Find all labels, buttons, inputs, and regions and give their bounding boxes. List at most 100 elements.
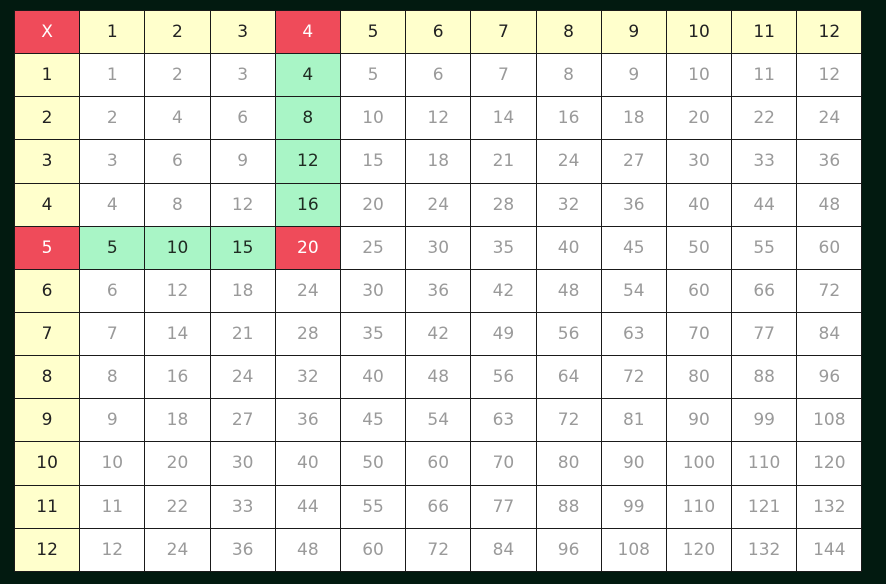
column-header-4[interactable]: 4	[274, 9, 341, 55]
table-cell-5x4[interactable]: 20	[274, 225, 341, 270]
table-cell-1x9[interactable]: 9	[600, 53, 667, 98]
table-cell-1x7[interactable]: 7	[470, 53, 537, 98]
table-cell-5x3[interactable]: 15	[209, 225, 276, 270]
table-cell-7x3[interactable]: 21	[209, 311, 276, 357]
table-cell-6x5[interactable]: 30	[339, 268, 407, 313]
table-cell-6x10[interactable]: 60	[665, 268, 733, 313]
table-cell-10x11[interactable]: 110	[731, 441, 798, 486]
table-cell-5x1[interactable]: 5	[79, 225, 146, 270]
column-header-3[interactable]: 3	[209, 9, 276, 55]
table-cell-1x12[interactable]: 12	[796, 53, 863, 98]
table-cell-9x3[interactable]: 27	[209, 398, 276, 443]
table-cell-5x9[interactable]: 45	[600, 225, 667, 270]
table-cell-10x9[interactable]: 90	[600, 441, 667, 486]
column-header-6[interactable]: 6	[405, 9, 472, 55]
table-cell-2x4[interactable]: 8	[274, 96, 341, 141]
table-cell-4x4[interactable]: 16	[274, 182, 341, 227]
table-cell-3x9[interactable]: 27	[600, 139, 667, 184]
table-cell-6x9[interactable]: 54	[600, 268, 667, 313]
table-cell-10x7[interactable]: 70	[470, 441, 537, 486]
column-header-5[interactable]: 5	[339, 9, 407, 55]
table-cell-8x4[interactable]: 32	[274, 355, 341, 400]
table-cell-5x8[interactable]: 40	[535, 225, 602, 270]
table-cell-7x9[interactable]: 63	[600, 311, 667, 357]
table-cell-7x10[interactable]: 70	[665, 311, 733, 357]
row-header-1[interactable]: 1	[13, 53, 81, 98]
table-cell-9x5[interactable]: 45	[339, 398, 407, 443]
table-cell-4x3[interactable]: 12	[209, 182, 276, 227]
table-cell-3x5[interactable]: 15	[339, 139, 407, 184]
table-cell-6x6[interactable]: 36	[405, 268, 472, 313]
table-cell-9x11[interactable]: 99	[731, 398, 798, 443]
table-cell-1x4[interactable]: 4	[274, 53, 341, 98]
table-cell-4x9[interactable]: 36	[600, 182, 667, 227]
table-cell-11x1[interactable]: 11	[79, 484, 146, 529]
table-cell-11x9[interactable]: 99	[600, 484, 667, 529]
table-cell-4x5[interactable]: 20	[339, 182, 407, 227]
table-cell-10x5[interactable]: 50	[339, 441, 407, 486]
table-cell-8x3[interactable]: 24	[209, 355, 276, 400]
table-cell-5x10[interactable]: 50	[665, 225, 733, 270]
table-cell-1x1[interactable]: 1	[79, 53, 146, 98]
table-cell-12x4[interactable]: 48	[274, 527, 341, 572]
table-cell-4x10[interactable]: 40	[665, 182, 733, 227]
table-cell-10x10[interactable]: 100	[665, 441, 733, 486]
table-cell-9x12[interactable]: 108	[796, 398, 863, 443]
table-cell-7x12[interactable]: 84	[796, 311, 863, 357]
table-cell-12x8[interactable]: 96	[535, 527, 602, 572]
table-cell-7x6[interactable]: 42	[405, 311, 472, 357]
table-cell-9x1[interactable]: 9	[79, 398, 146, 443]
table-cell-3x1[interactable]: 3	[79, 139, 146, 184]
table-cell-12x7[interactable]: 84	[470, 527, 537, 572]
table-cell-3x2[interactable]: 6	[144, 139, 211, 184]
table-cell-11x7[interactable]: 77	[470, 484, 537, 529]
table-cell-4x6[interactable]: 24	[405, 182, 472, 227]
table-cell-5x11[interactable]: 55	[731, 225, 798, 270]
table-cell-4x11[interactable]: 44	[731, 182, 798, 227]
table-cell-10x2[interactable]: 20	[144, 441, 211, 486]
table-cell-10x6[interactable]: 60	[405, 441, 472, 486]
table-cell-5x2[interactable]: 10	[144, 225, 211, 270]
table-cell-7x8[interactable]: 56	[535, 311, 602, 357]
table-cell-9x6[interactable]: 54	[405, 398, 472, 443]
table-cell-12x6[interactable]: 72	[405, 527, 472, 572]
table-cell-6x3[interactable]: 18	[209, 268, 276, 313]
row-header-8[interactable]: 8	[13, 355, 81, 400]
table-cell-8x8[interactable]: 64	[535, 355, 602, 400]
table-cell-12x9[interactable]: 108	[600, 527, 667, 572]
table-cell-1x3[interactable]: 3	[209, 53, 276, 98]
table-cell-5x12[interactable]: 60	[796, 225, 863, 270]
table-cell-3x7[interactable]: 21	[470, 139, 537, 184]
table-cell-1x10[interactable]: 10	[665, 53, 733, 98]
table-cell-10x3[interactable]: 30	[209, 441, 276, 486]
table-cell-9x10[interactable]: 90	[665, 398, 733, 443]
table-cell-2x10[interactable]: 20	[665, 96, 733, 141]
table-cell-2x5[interactable]: 10	[339, 96, 407, 141]
table-cell-7x4[interactable]: 28	[274, 311, 341, 357]
table-cell-8x10[interactable]: 80	[665, 355, 733, 400]
table-cell-1x5[interactable]: 5	[339, 53, 407, 98]
table-cell-12x1[interactable]: 12	[79, 527, 146, 572]
table-cell-6x7[interactable]: 42	[470, 268, 537, 313]
table-cell-8x11[interactable]: 88	[731, 355, 798, 400]
table-cell-8x7[interactable]: 56	[470, 355, 537, 400]
column-header-7[interactable]: 7	[470, 9, 537, 55]
table-cell-7x7[interactable]: 49	[470, 311, 537, 357]
table-cell-2x1[interactable]: 2	[79, 96, 146, 141]
table-cell-3x3[interactable]: 9	[209, 139, 276, 184]
table-cell-11x6[interactable]: 66	[405, 484, 472, 529]
table-cell-4x2[interactable]: 8	[144, 182, 211, 227]
table-cell-8x5[interactable]: 40	[339, 355, 407, 400]
table-cell-7x1[interactable]: 7	[79, 311, 146, 357]
row-header-12[interactable]: 12	[13, 527, 81, 572]
table-cell-11x2[interactable]: 22	[144, 484, 211, 529]
table-cell-10x4[interactable]: 40	[274, 441, 341, 486]
table-cell-3x4[interactable]: 12	[274, 139, 341, 184]
table-cell-12x10[interactable]: 120	[665, 527, 733, 572]
table-cell-2x8[interactable]: 16	[535, 96, 602, 141]
column-header-1[interactable]: 1	[79, 9, 146, 55]
column-header-10[interactable]: 10	[665, 9, 733, 55]
table-cell-1x8[interactable]: 8	[535, 53, 602, 98]
row-header-10[interactable]: 10	[13, 441, 81, 486]
table-cell-7x5[interactable]: 35	[339, 311, 407, 357]
